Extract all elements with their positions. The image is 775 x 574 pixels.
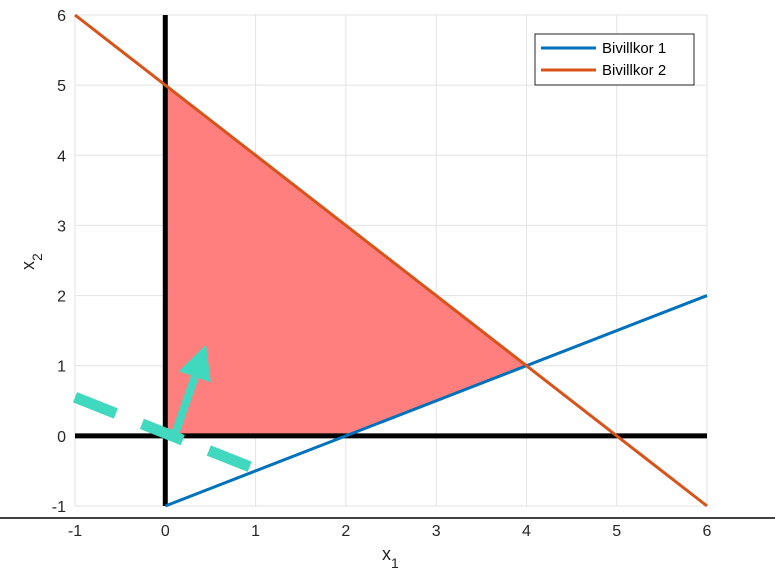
legend-box <box>534 33 695 86</box>
x-tick-label: -1 <box>68 523 82 540</box>
legend: Bivillkor 1 Bivillkor 2 <box>534 33 695 86</box>
y-tick-label: 2 <box>57 289 66 306</box>
x-tick-labels: -1 0 1 2 3 4 5 6 <box>68 523 712 540</box>
legend-label-bivillkor-1: Bivillkor 1 <box>602 40 666 57</box>
series-line-2 <box>74 13 708 508</box>
y-tick-label: 1 <box>57 359 66 376</box>
y-tick-label: -1 <box>52 499 66 516</box>
x-tick-label: 3 <box>432 523 441 540</box>
legend-label-bivillkor-2: Bivillkor 2 <box>602 62 666 79</box>
series-lines <box>74 13 708 508</box>
objective-level-line <box>72 392 263 477</box>
y-tick-label: 4 <box>57 148 66 165</box>
gradient-arrow-head <box>178 344 211 383</box>
y-axis-label: x2 <box>18 253 45 270</box>
x-tick-label: 4 <box>522 523 531 540</box>
y-tick-labels: -1 0 1 2 3 4 5 6 <box>52 8 66 516</box>
y-tick-label: 6 <box>57 8 66 25</box>
y-tick-label: 5 <box>57 78 66 95</box>
gradient-arrow-shaft <box>170 375 199 438</box>
x-tick-label: 5 <box>612 523 621 540</box>
x-tick-label: 2 <box>341 523 350 540</box>
series-line-1 <box>164 294 708 508</box>
y-tick-label: 0 <box>57 429 66 446</box>
x-tick-label: 1 <box>251 523 260 540</box>
x-tick-label: 0 <box>161 523 170 540</box>
y-tick-label: 3 <box>57 218 66 235</box>
x-axis-label: x1 <box>382 544 399 571</box>
gradient-arrow <box>170 344 211 438</box>
x-tick-label: 6 <box>703 523 712 540</box>
